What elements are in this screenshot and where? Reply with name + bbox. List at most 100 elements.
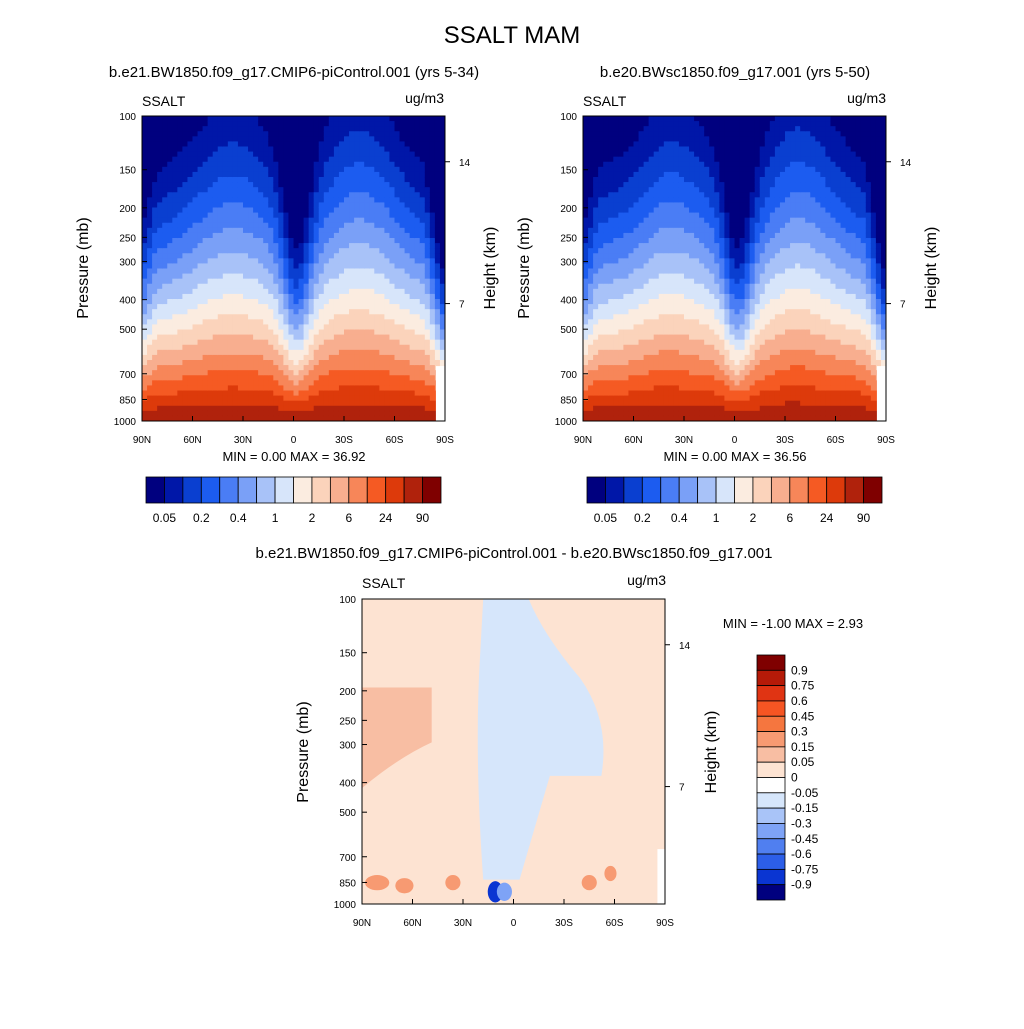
panel-control-field-cell <box>203 208 209 214</box>
panel-sc-field-cell <box>659 385 665 391</box>
panel-control-field-cell <box>294 192 300 198</box>
panel-control-field-cell <box>157 258 163 264</box>
panel-control-field-cell <box>324 396 330 402</box>
panel-control-field-cell <box>288 309 294 315</box>
panel-control-field-cell <box>152 385 158 391</box>
panel-sc-field-cell <box>689 319 695 325</box>
panel-control-field-cell <box>384 304 390 310</box>
panel-control-field-cell <box>253 126 259 132</box>
panel-control-field-cell <box>384 141 390 147</box>
panel-control-field-cell <box>147 126 153 132</box>
panel-control-field-cell <box>405 279 411 285</box>
panel-control-field-cell <box>142 360 148 366</box>
panel-sc-field-cell <box>639 197 645 203</box>
panel-control-field-cell <box>389 350 395 356</box>
panel-control-colorbar-label: 2 <box>309 511 316 525</box>
panel-sc-field-cell <box>628 385 634 391</box>
panel-control-field-cell <box>273 345 279 351</box>
panel-control-field-cell <box>405 121 411 127</box>
panel-control-field-cell <box>410 253 416 259</box>
panel-control-field-cell <box>420 192 426 198</box>
panel-sc-field-cell <box>664 284 670 290</box>
panel-control-field-cell <box>389 238 395 244</box>
panel-control-field-cell <box>258 299 264 305</box>
panel-sc-field-cell <box>684 355 690 361</box>
panel-control-field-cell <box>359 360 365 366</box>
panel-control-field-cell <box>157 309 163 315</box>
panel-control-field-cell <box>283 263 289 269</box>
panel-control-field-cell <box>420 279 426 285</box>
panel-control-field-cell <box>203 360 209 366</box>
panel-control-field-cell <box>339 340 345 346</box>
panel-control-field-cell <box>238 192 244 198</box>
panel-sc-field-cell <box>588 385 594 391</box>
panel-control-field-cell <box>395 309 401 315</box>
panel-control-field-cell <box>304 365 310 371</box>
panel-control-field-cell <box>349 340 355 346</box>
panel-control-field-cell <box>233 340 239 346</box>
panel-sc-field-cell <box>634 355 640 361</box>
panel-control-field-cell <box>142 253 148 259</box>
panel-control-field-cell <box>334 258 340 264</box>
panel-control-field-cell <box>314 350 320 356</box>
panel-control-field-cell <box>253 396 259 402</box>
panel-control-field-cell <box>187 279 193 285</box>
panel-sc-field-cell <box>659 253 665 259</box>
panel-control-field-cell <box>415 289 421 295</box>
panel-control-field-cell <box>364 324 370 330</box>
panel-control-field-cell <box>208 147 214 153</box>
panel-sc-field-cell <box>644 218 650 224</box>
panel-control-field-cell <box>268 330 274 336</box>
panel-control-field-cell <box>283 233 289 239</box>
panel-control-field-cell <box>273 365 279 371</box>
panel-control-field-cell <box>364 411 370 417</box>
panel-control-field-cell <box>294 208 300 214</box>
panel-control-field-cell <box>395 213 401 219</box>
panel-control-field-cell <box>147 157 153 163</box>
panel-control-field-cell <box>142 243 148 249</box>
panel-control-field-cell <box>425 330 431 336</box>
panel-control-field-cell <box>278 263 284 269</box>
panel-control-field-cell <box>162 299 168 305</box>
panel-sc-field-cell <box>593 309 599 315</box>
panel-control-field-cell <box>182 269 188 275</box>
panel-control-field-cell <box>223 406 229 412</box>
panel-control-field-cell <box>425 370 431 376</box>
panel-control-field-cell <box>208 309 214 315</box>
panel-sc-field-cell <box>583 238 589 244</box>
panel-control-field-cell <box>379 396 385 402</box>
panel-control-field-cell <box>374 197 380 203</box>
panel-sc-field-cell <box>659 269 665 275</box>
panel-control-field-cell <box>273 375 279 381</box>
panel-sc-field-cell <box>659 202 665 208</box>
panel-control-field-cell <box>162 121 168 127</box>
panel-sc-field-cell <box>603 319 609 325</box>
panel-control-field-cell <box>435 263 441 269</box>
panel-control-field-cell <box>278 208 284 214</box>
panel-sc-field-cell <box>623 401 629 407</box>
panel-sc-field-cell <box>618 223 624 229</box>
panel-control-field-cell <box>420 136 426 142</box>
panel-control-field-cell <box>405 319 411 325</box>
panel-control-field-cell <box>389 172 395 178</box>
panel-control-field-cell <box>263 238 269 244</box>
panel-control-field-cell <box>172 172 178 178</box>
panel-sc-field-cell <box>603 177 609 183</box>
panel-control-field-cell <box>294 269 300 275</box>
panel-control-field-cell <box>410 324 416 330</box>
panel-control-field-cell <box>309 202 315 208</box>
panel-control-field-cell <box>233 253 239 259</box>
panel-sc-field-cell <box>654 172 660 178</box>
panel-sc-field-cell <box>583 213 589 219</box>
panel-sc-field-cell <box>588 223 594 229</box>
panel-control-field-cell <box>410 162 416 168</box>
panel-control-field-cell <box>263 182 269 188</box>
panel-control-field-cell <box>364 243 370 249</box>
panel-control-field-cell <box>218 365 224 371</box>
panel-sc-field-cell <box>583 192 589 198</box>
panel-control-field-cell <box>213 411 219 417</box>
panel-control-field-cell <box>228 391 234 397</box>
panel-control-field-cell <box>273 187 279 193</box>
panel-control-field-cell <box>369 202 375 208</box>
panel-control-field-cell <box>415 258 421 264</box>
